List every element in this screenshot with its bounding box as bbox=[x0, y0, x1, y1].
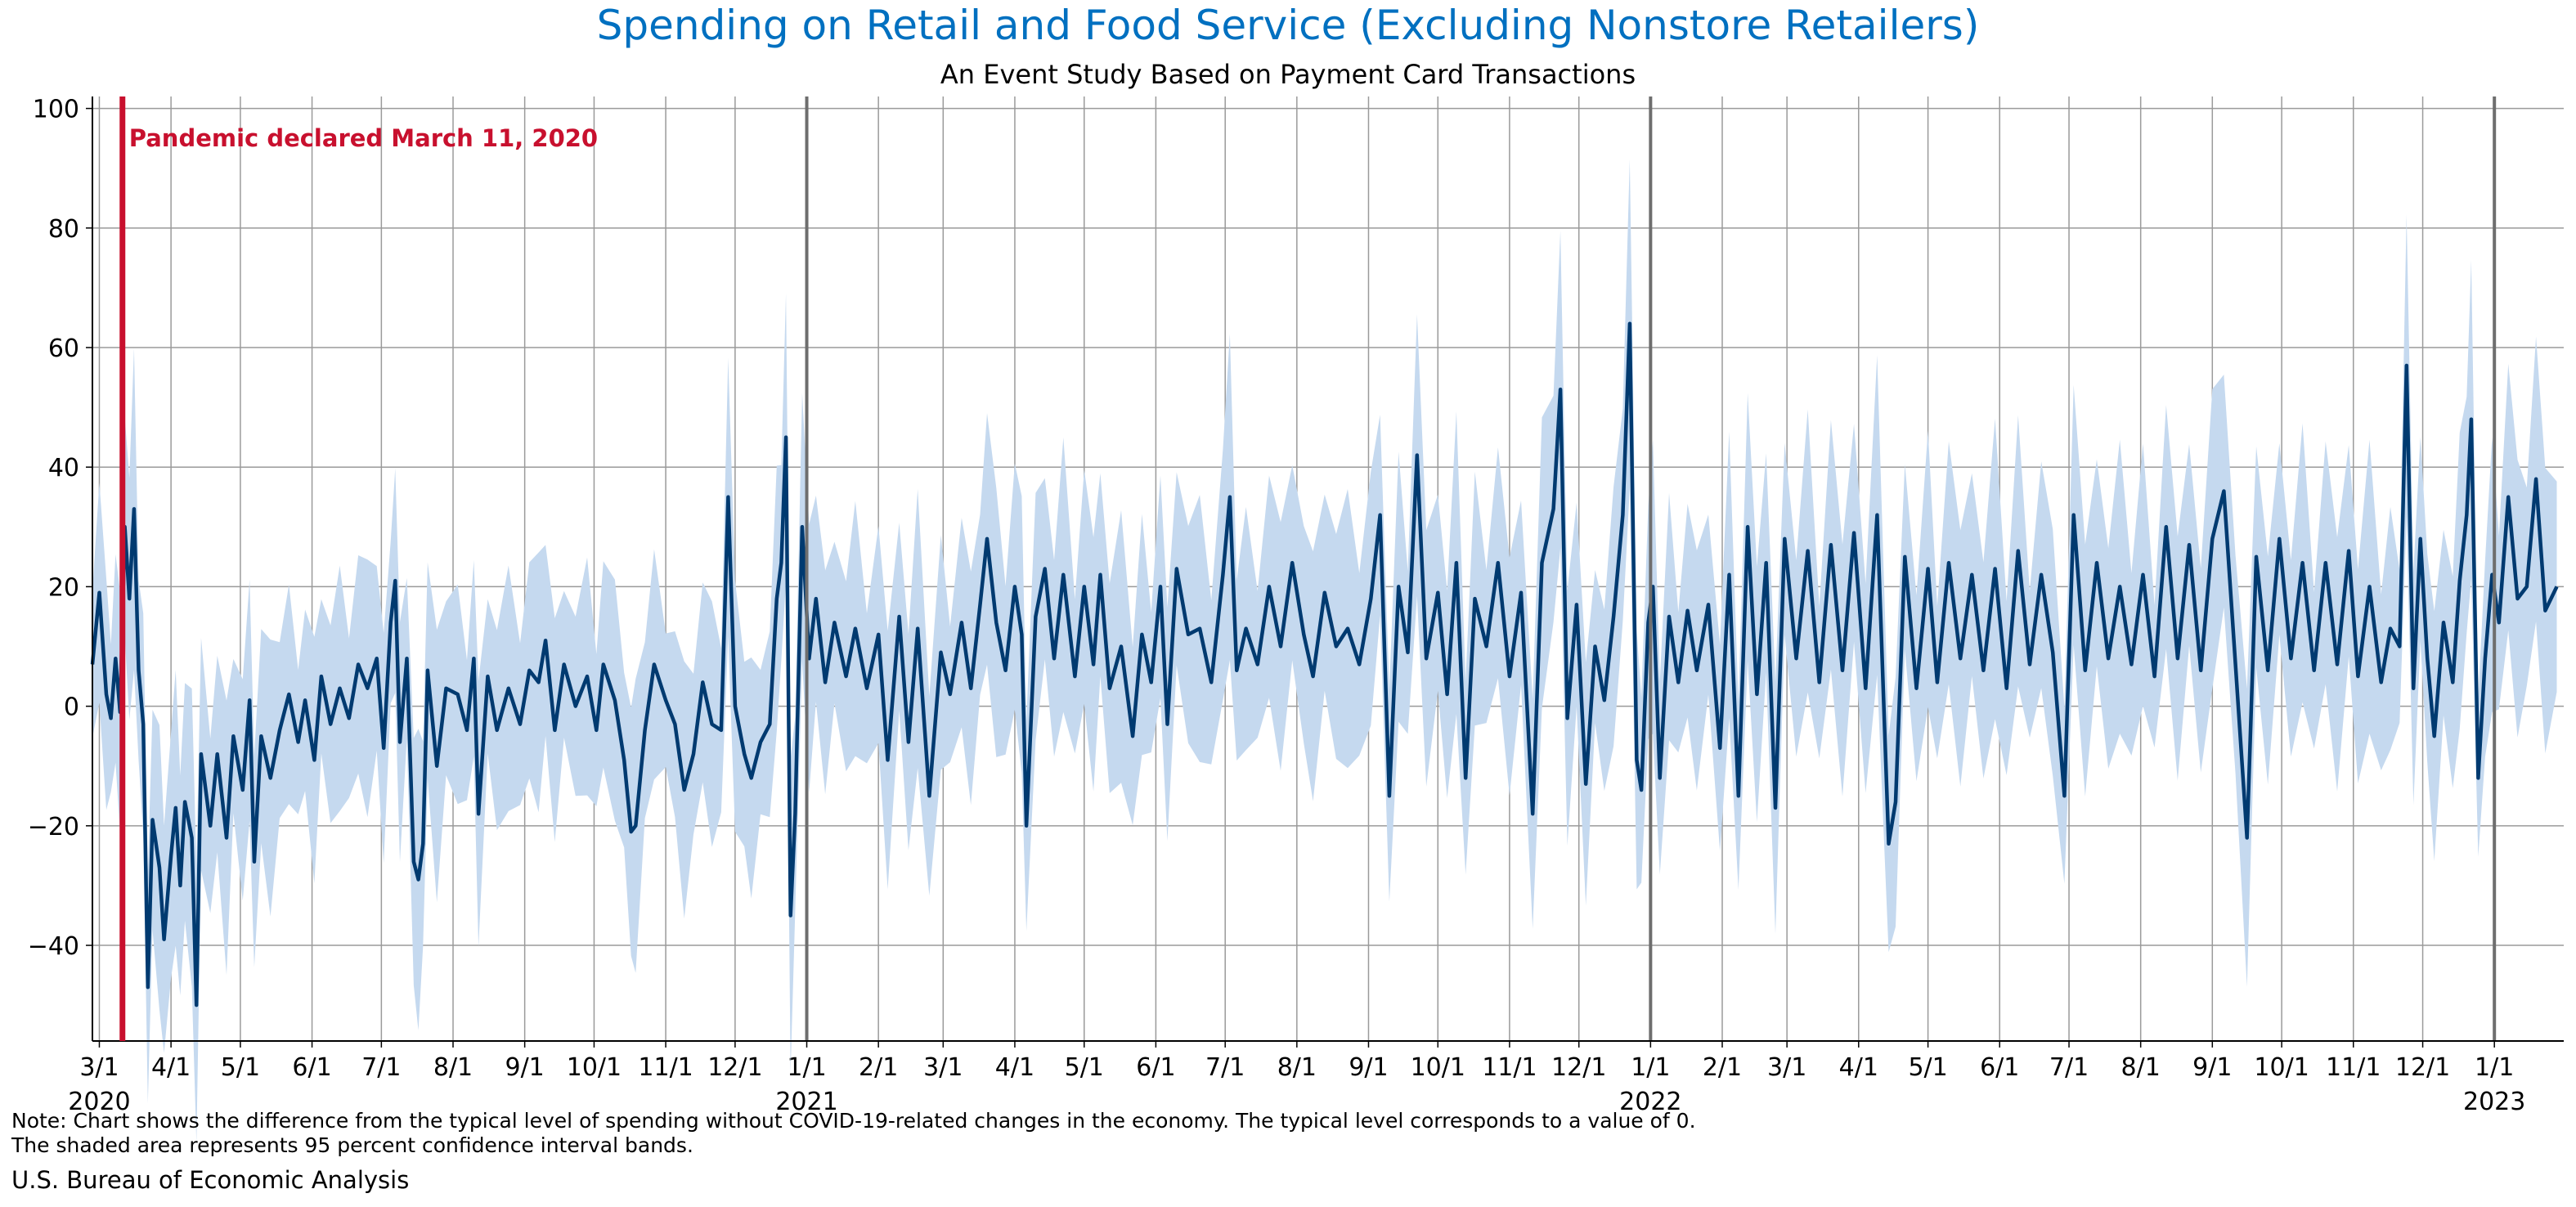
x-tick-label: 7/1 bbox=[361, 1053, 401, 1082]
x-tick-label: 9/1 bbox=[2192, 1053, 2232, 1082]
x-tick-label: 4/1 bbox=[995, 1053, 1034, 1082]
note-line-2: The shaded area represents 95 percent co… bbox=[11, 1133, 693, 1157]
x-tick-label: 1/1 bbox=[1631, 1053, 1670, 1082]
chart-title: Spending on Retail and Food Service (Exc… bbox=[596, 2, 1980, 49]
y-tick-label: 0 bbox=[64, 693, 79, 722]
confidence-band bbox=[92, 159, 2557, 1143]
y-tick-label: 100 bbox=[33, 96, 79, 124]
x-year-label: 2021 bbox=[775, 1088, 837, 1116]
x-tick-label: 6/1 bbox=[1980, 1053, 2019, 1082]
x-tick-label: 5/1 bbox=[221, 1053, 260, 1082]
x-tick-label: 12/1 bbox=[707, 1053, 762, 1082]
note-line-1: Note: Chart shows the difference from th… bbox=[11, 1109, 1696, 1133]
x-tick-label: 5/1 bbox=[1908, 1053, 1947, 1082]
x-year-label: 2023 bbox=[2463, 1088, 2525, 1116]
x-tick-label: 5/1 bbox=[1065, 1053, 1104, 1082]
x-tick-label: 4/1 bbox=[1839, 1053, 1878, 1082]
x-tick-label: 10/1 bbox=[2254, 1053, 2309, 1082]
x-tick-label: 2/1 bbox=[1703, 1053, 1742, 1082]
source-label: U.S. Bureau of Economic Analysis bbox=[11, 1166, 410, 1194]
x-tick-label: 11/1 bbox=[638, 1053, 693, 1082]
x-tick-label: 6/1 bbox=[1136, 1053, 1175, 1082]
x-tick-label: 8/1 bbox=[1277, 1053, 1317, 1082]
y-tick-label: 20 bbox=[48, 573, 79, 602]
x-tick-label: 12/1 bbox=[1551, 1053, 1606, 1082]
x-tick-label: 12/1 bbox=[2395, 1053, 2450, 1082]
x-tick-label: 3/1 bbox=[79, 1053, 119, 1082]
x-tick-label: 8/1 bbox=[433, 1053, 473, 1082]
y-tick-label: −40 bbox=[28, 932, 79, 961]
x-tick-label: 1/1 bbox=[2475, 1053, 2514, 1082]
y-tick-label: 60 bbox=[48, 334, 79, 363]
x-tick-label: 2/1 bbox=[859, 1053, 898, 1082]
x-tick-label: 4/1 bbox=[151, 1053, 191, 1082]
x-tick-label: 3/1 bbox=[923, 1053, 963, 1082]
chart-subtitle: An Event Study Based on Payment Card Tra… bbox=[940, 59, 1636, 90]
x-tick-label: 9/1 bbox=[1349, 1053, 1388, 1082]
chart-note: Note: Chart shows the difference from th… bbox=[11, 1109, 1696, 1158]
event-annotation: Pandemic declared March 11, 2020 bbox=[129, 124, 598, 152]
x-tick-label: 11/1 bbox=[1482, 1053, 1537, 1082]
series-line bbox=[90, 321, 2559, 1007]
x-tick-label: 7/1 bbox=[2049, 1053, 2089, 1082]
x-tick-label: 6/1 bbox=[292, 1053, 331, 1082]
x-tick-label: 3/1 bbox=[1767, 1053, 1806, 1082]
y-tick-label: 80 bbox=[48, 215, 79, 244]
y-tick-label: −20 bbox=[28, 813, 79, 841]
x-year-label: 2022 bbox=[1619, 1088, 1681, 1116]
x-tick-label: 7/1 bbox=[1205, 1053, 1245, 1082]
x-tick-label: 8/1 bbox=[2121, 1053, 2161, 1082]
x-tick-label: 10/1 bbox=[567, 1053, 622, 1082]
x-year-label: 2020 bbox=[68, 1088, 130, 1116]
x-tick-label: 11/1 bbox=[2326, 1053, 2381, 1082]
x-tick-label: 10/1 bbox=[1411, 1053, 1465, 1082]
x-tick-label: 9/1 bbox=[505, 1053, 544, 1082]
y-tick-label: 40 bbox=[48, 454, 79, 482]
x-tick-label: 1/1 bbox=[787, 1053, 826, 1082]
